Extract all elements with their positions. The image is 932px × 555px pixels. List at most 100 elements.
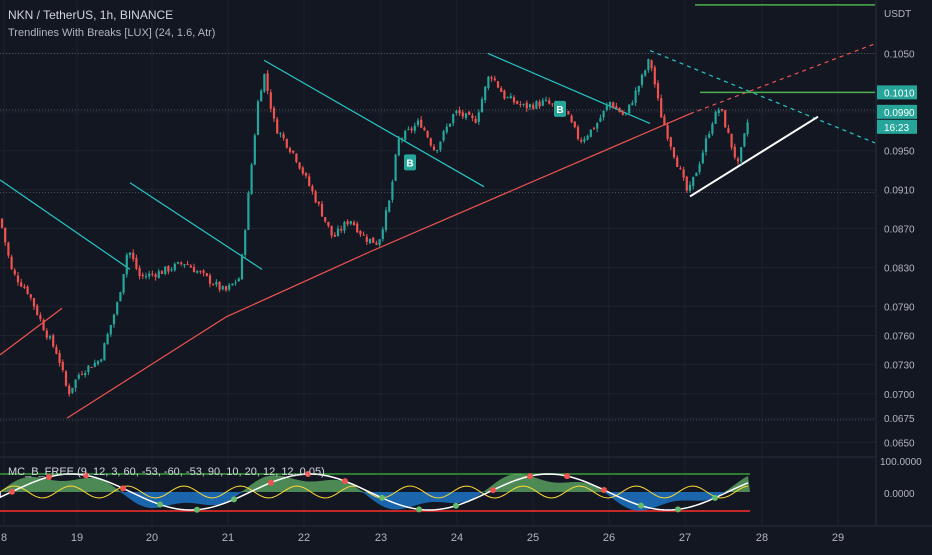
candle-body [372,237,375,243]
candle-body [656,83,660,99]
time-tick-label: 27 [679,532,691,544]
candle-body [154,274,157,278]
candle-body [173,263,176,271]
candle-body [420,119,423,128]
candle-body [148,273,151,277]
candle-body [512,97,516,103]
candle-body [672,147,676,158]
candle-body [84,373,87,376]
candle-body [397,138,400,156]
candle-body [532,104,535,109]
candle-body [256,101,260,135]
candle-body [132,252,135,260]
candle-body [93,362,96,367]
candle-body [135,257,138,269]
candle-body [4,227,7,243]
candle-body [106,334,109,345]
osc-dot [453,502,459,509]
candle-body [362,234,365,236]
candle-body [551,103,554,105]
price-badge-text: 0.1010 [884,88,915,99]
candle-body [407,129,410,131]
candle-body [343,222,346,231]
price-badge [877,119,917,134]
candle-body [471,115,474,118]
candle-body [583,138,586,142]
price-badge [877,104,917,119]
candle-body [391,181,394,200]
candle-body [250,164,253,194]
candle-body [282,134,285,139]
osc-tick-label: 100.0000 [880,457,922,468]
candle-body [704,138,708,152]
candle-body [0,218,4,228]
candle-body [592,128,596,130]
break-marker-label: B [556,105,563,116]
candle-body [384,210,388,230]
osc-dot [379,494,385,501]
time-tick-label: 26 [603,532,615,544]
candle-body [138,268,141,277]
candle-body [436,149,439,152]
candle-body [711,123,714,134]
time-axis[interactable]: 8 19 20 21 22 23 24 25 26 27 28 29 [1,532,844,544]
candle-body [477,112,480,122]
candle-body [487,76,490,88]
candle-body [196,271,199,273]
candle-body [141,274,144,277]
candle-body [349,221,352,224]
candle-body [535,101,538,109]
candle-body [122,274,125,293]
candle-body [10,256,13,270]
candle-body [464,113,468,118]
price-badge-text: 16:23 [884,123,909,134]
candle-body [548,100,551,104]
time-tick-label: 19 [71,532,83,544]
candle-body [61,362,64,371]
candle-body [378,239,381,245]
osc-dot [120,485,126,492]
price-tick-label: 0.0830 [884,263,915,274]
grid [0,0,876,526]
candle-body [663,116,666,126]
candle-body [352,222,356,225]
candle-body [100,359,103,362]
price-tick-label: 0.0790 [884,302,915,313]
candle-body [413,125,416,131]
price-tick-label: 0.0910 [884,186,915,197]
time-tick-label: 25 [527,532,539,544]
candle-body [330,225,333,236]
candle-body [695,172,698,177]
candle-body [676,157,679,167]
candle-body [109,324,112,335]
levels [695,4,875,94]
candle-body [570,115,573,123]
resistance-trendline [129,182,263,270]
osc-dot [527,473,533,480]
candle-body [519,103,522,105]
candle-body [218,281,221,290]
candle-body [320,203,324,217]
candle-body [112,314,116,325]
break-marker-box [554,100,566,117]
candle-body [55,347,58,354]
candle-body [346,221,349,225]
candle-body [269,92,272,109]
candle-body [506,97,509,99]
candle-body [74,379,77,389]
oscillator-title: MC_B_FREE (9, 12, 3, 60, -53, -60, -53, … [8,466,325,478]
candle-body [36,305,39,315]
candle-body [80,374,84,376]
time-tick-label: 23 [375,532,387,544]
candle-body [151,273,154,275]
osc-dot [564,473,570,480]
candle-body [618,108,621,113]
price-tick-label: 0.0870 [884,225,915,236]
candle-body [13,270,16,275]
candle-body [52,335,55,347]
candle-body [333,234,336,237]
candle-body [503,90,506,99]
candle-body [23,286,26,288]
candle-body [71,387,74,393]
